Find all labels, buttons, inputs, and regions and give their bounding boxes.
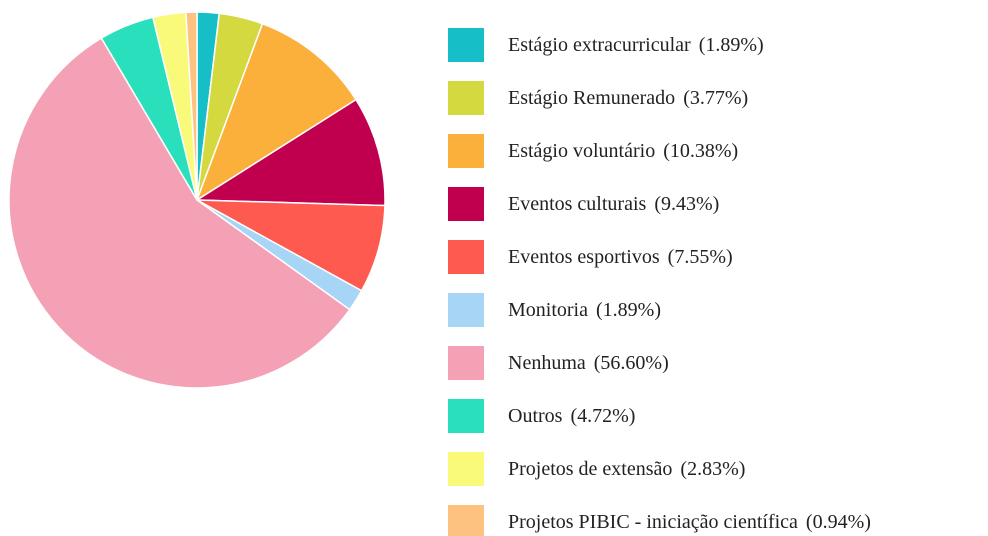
legend-value: (0.94%) bbox=[806, 511, 871, 533]
pie-slice bbox=[195, 22, 358, 202]
legend-swatch bbox=[448, 346, 484, 380]
pie-slice bbox=[185, 11, 198, 201]
legend-swatch bbox=[448, 187, 484, 221]
legend-swatch bbox=[448, 81, 484, 115]
legend-value: (9.43%) bbox=[654, 193, 719, 215]
legend-name: Projetos PIBIC - iniciação científica bbox=[508, 511, 798, 533]
legend-name: Estágio Remunerado bbox=[508, 87, 675, 109]
legend-value: (7.55%) bbox=[668, 246, 733, 268]
legend-swatch bbox=[448, 452, 484, 486]
legend-value: (3.77%) bbox=[683, 87, 748, 109]
legend-value: (2.83%) bbox=[680, 458, 745, 480]
legend-value: (4.72%) bbox=[570, 405, 635, 427]
pie-slice bbox=[8, 37, 351, 389]
legend-name: Eventos culturais bbox=[508, 193, 647, 215]
legend-swatch bbox=[448, 240, 484, 274]
legend-swatch bbox=[448, 505, 484, 536]
legend-name: Projetos de extensão bbox=[508, 458, 672, 480]
legend-swatch bbox=[448, 293, 484, 327]
legend-name: Outros bbox=[508, 405, 563, 427]
legend-value: (56.60%) bbox=[594, 352, 669, 374]
legend-name: Estágio voluntário bbox=[508, 140, 655, 162]
legend-name: Estágio extracurricular bbox=[508, 34, 691, 56]
legend-name: Nenhuma bbox=[508, 352, 586, 374]
legend-label: Estágio extracurricular (1.89%) bbox=[508, 34, 764, 56]
legend-label: Eventos esportivos (7.55%) bbox=[508, 246, 733, 268]
legend-label: Nenhuma (56.60%) bbox=[508, 352, 669, 374]
legend-value: (1.89%) bbox=[699, 34, 764, 56]
legend-swatch bbox=[448, 399, 484, 433]
legend-label: Monitoria (1.89%) bbox=[508, 299, 661, 321]
legend-label: Eventos culturais (9.43%) bbox=[508, 193, 719, 215]
legend-value: (10.38%) bbox=[663, 140, 738, 162]
legend-label: Outros (4.72%) bbox=[508, 405, 635, 427]
legend-label: Projetos PIBIC - iniciação científica (0.… bbox=[508, 511, 871, 533]
legend-label: Estágio Remunerado (3.77%) bbox=[508, 87, 748, 109]
legend-swatch bbox=[448, 134, 484, 168]
legend-value: (1.89%) bbox=[596, 299, 661, 321]
legend-label: Projetos de extensão (2.83%) bbox=[508, 458, 745, 480]
pie-slice bbox=[194, 98, 386, 207]
legend-swatch bbox=[448, 28, 484, 62]
legend-name: Monitoria bbox=[508, 299, 588, 321]
legend-label: Estágio voluntário (10.38%) bbox=[508, 140, 738, 162]
legend-name: Eventos esportivos bbox=[508, 246, 660, 268]
